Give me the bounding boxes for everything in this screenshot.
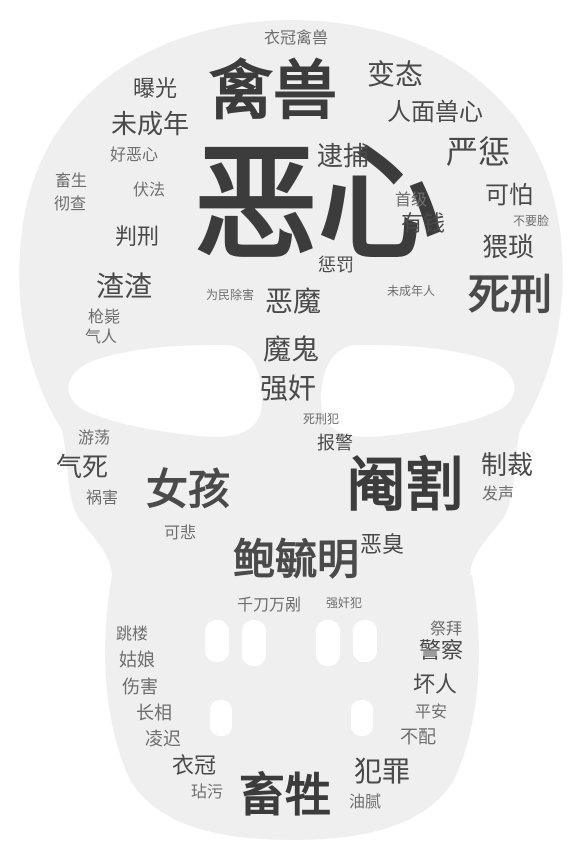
skull-tooth-gap	[242, 620, 266, 666]
cloud-word: 曝光	[132, 77, 178, 102]
cloud-word: 长相	[136, 703, 172, 724]
skull-left-eye-socket	[68, 345, 262, 437]
skull-tooth-gap	[316, 620, 340, 666]
cloud-word: 变态	[366, 58, 424, 91]
cloud-word: 魔鬼	[262, 333, 320, 366]
cloud-word: 祸害	[85, 488, 119, 507]
skull-tooth-gap	[353, 620, 377, 662]
cloud-word: 报警	[317, 433, 353, 454]
cloud-word: 为民除害	[205, 288, 255, 302]
cloud-word: 强奸犯	[325, 596, 363, 610]
cloud-word: 鲍毓明	[232, 535, 360, 584]
cloud-word: 警察	[418, 639, 464, 664]
skull-tooth-gap	[210, 700, 232, 736]
cloud-word: 严惩	[445, 133, 511, 171]
cloud-word: 玷污	[190, 782, 224, 801]
skull-head-shape	[19, 20, 563, 575]
cloud-word: 油腻	[348, 792, 382, 811]
cloud-word: 可悲	[163, 523, 197, 542]
cloud-word: 凌迟	[145, 729, 181, 750]
cloud-word: 坏人	[412, 673, 458, 698]
cloud-word: 彻查	[53, 194, 87, 213]
cloud-word: 恶心	[193, 133, 443, 277]
cloud-word: 死刑	[467, 270, 553, 319]
cloud-word: 女孩	[145, 465, 231, 514]
cloud-word: 平安	[414, 702, 448, 721]
cloud-word: 制裁	[480, 451, 534, 481]
cloud-word: 禽兽	[209, 55, 337, 129]
skull-tooth-gap	[351, 700, 373, 736]
cloud-word: 姑娘	[119, 650, 155, 671]
cloud-word: 渣渣	[95, 270, 153, 303]
cloud-word: 衣冠禽兽	[263, 28, 329, 47]
cloud-word: 不配	[400, 727, 436, 748]
cloud-word: 恶魔	[264, 285, 322, 318]
cloud-word: 千刀万剐	[236, 595, 302, 614]
cloud-word: 伏法	[132, 180, 166, 199]
cloud-word: 游荡	[77, 428, 111, 447]
cloud-word: 好恶心	[109, 145, 159, 164]
cloud-word: 恶臭	[359, 533, 405, 558]
skull-jaw-shape	[105, 575, 479, 840]
cloud-word: 跳楼	[115, 624, 149, 643]
cloud-word: 人面兽心	[387, 98, 483, 126]
cloud-word: 祭拜	[429, 619, 463, 638]
cloud-word: 未成年	[110, 110, 190, 140]
cloud-word: 死刑犯	[302, 412, 340, 426]
skull-right-eye-socket	[321, 345, 515, 437]
cloud-word: 气死	[55, 453, 109, 483]
cloud-word: 有钱	[400, 212, 446, 237]
cloud-word: 气人	[84, 327, 118, 346]
cloud-word: 强奸	[259, 372, 317, 405]
skull-tooth-gap	[205, 620, 229, 662]
cloud-word: 发声	[481, 484, 515, 503]
cloud-word: 判刑	[114, 225, 160, 250]
cloud-word: 衣冠	[171, 754, 217, 779]
cloud-word: 可怕	[485, 181, 533, 209]
cloud-word: 畜牲	[239, 768, 331, 822]
cloud-word: 未成年人	[386, 284, 436, 298]
cloud-word: 逮捕	[316, 142, 370, 172]
cloud-word: 畜生	[54, 171, 88, 190]
cloud-word: 阉割	[346, 451, 464, 519]
cloud-word: 不要脸	[512, 214, 550, 228]
cloud-word: 惩罚	[318, 255, 354, 276]
cloud-word: 猥琐	[481, 233, 535, 263]
cloud-word: 伤害	[122, 677, 158, 698]
cloud-word: 枪毙	[87, 307, 121, 326]
cloud-word: 犯罪	[353, 755, 411, 788]
cloud-word: 首级	[394, 190, 428, 209]
